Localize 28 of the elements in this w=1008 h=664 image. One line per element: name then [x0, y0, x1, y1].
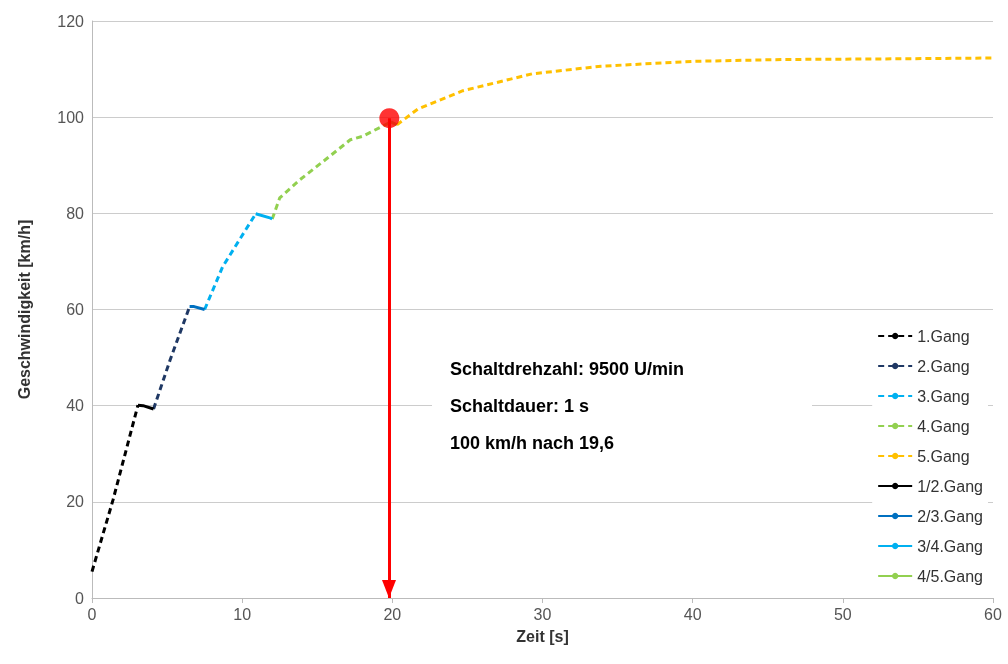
y-tick-label: 40: [66, 397, 85, 415]
legend-label: 2.Gang: [917, 357, 970, 375]
annotation: Schaltdauer: 1 s: [450, 395, 591, 418]
legend-label: 3/4.Gang: [917, 537, 983, 555]
x-tick-label: 30: [533, 605, 552, 623]
annotation: 100 km/h nach 19,6: [450, 432, 616, 455]
y-tick-label: 0: [75, 589, 85, 607]
y-tick-label: 20: [66, 493, 85, 511]
annotation: Schaltdrehzahl: 9500 U/min: [450, 358, 686, 381]
y-tick-label: 80: [66, 204, 85, 222]
x-tick-label: 0: [87, 605, 97, 623]
legend-label: 2/3.Gang: [917, 507, 983, 525]
legend-label: 4.Gang: [917, 417, 970, 435]
y-axis-title: Geschwindigkeit [km/h]: [15, 219, 33, 400]
y-tick-label: 120: [57, 12, 85, 30]
y-tick-label: 100: [57, 108, 85, 126]
legend-label: 1.Gang: [917, 327, 970, 345]
x-tick-label: 60: [984, 605, 1002, 623]
x-tick-label: 20: [383, 605, 402, 623]
legend-label: 4/5.Gang: [917, 567, 983, 585]
legend-label: 3.Gang: [917, 387, 970, 405]
legend-label: 5.Gang: [917, 447, 970, 465]
x-tick-label: 50: [833, 605, 852, 623]
y-tick-label: 60: [66, 301, 85, 318]
x-tick-label: 40: [683, 605, 702, 623]
x-axis-title: Zeit [s]: [516, 627, 569, 645]
x-tick-label: 10: [233, 605, 252, 623]
legend-label: 1/2.Gang: [917, 477, 983, 495]
